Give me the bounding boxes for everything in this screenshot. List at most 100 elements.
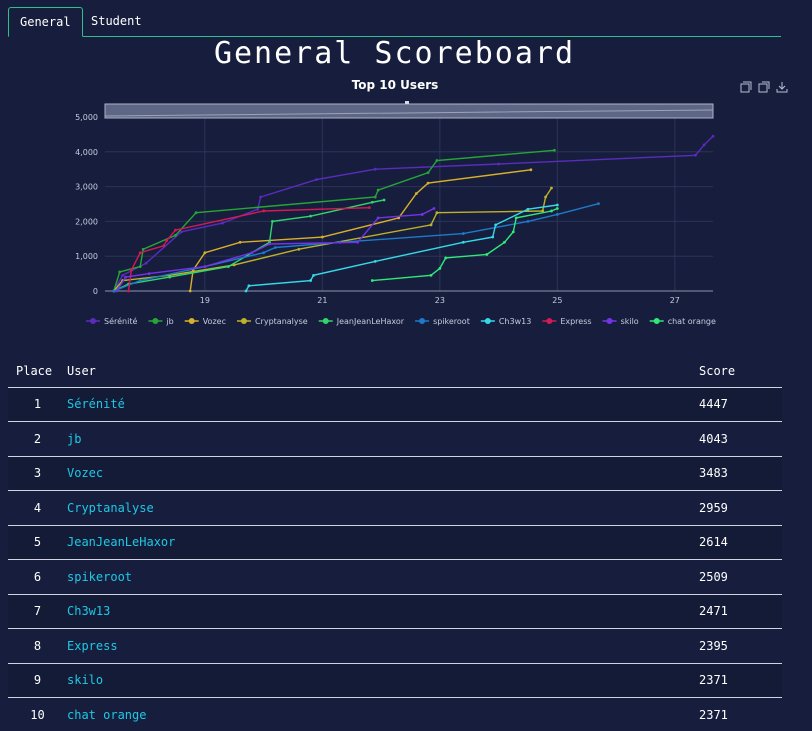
data-point[interactable] <box>693 153 697 157</box>
data-point[interactable] <box>238 240 242 244</box>
data-point[interactable] <box>179 230 183 234</box>
user-link[interactable]: spikeroot <box>67 569 133 584</box>
data-point[interactable] <box>174 233 177 237</box>
data-point[interactable] <box>550 209 553 213</box>
tab-general[interactable]: General <box>8 7 83 37</box>
series-ch3w13[interactable] <box>244 203 559 293</box>
data-point[interactable] <box>552 148 556 152</box>
data-point[interactable] <box>370 279 374 282</box>
legend-item[interactable]: Vozec <box>184 317 226 326</box>
data-point[interactable] <box>376 216 380 220</box>
data-point[interactable] <box>702 143 706 147</box>
legend-item[interactable]: spikeroot <box>415 317 470 326</box>
data-point[interactable] <box>367 206 371 210</box>
legend-item[interactable]: Sérénité <box>86 316 137 326</box>
data-point[interactable] <box>315 178 318 182</box>
data-point[interactable] <box>435 159 439 162</box>
legend-item[interactable]: Express <box>542 317 592 326</box>
data-point[interactable] <box>373 260 377 263</box>
data-point[interactable] <box>555 207 559 210</box>
data-point[interactable] <box>130 268 133 272</box>
data-point[interactable] <box>514 216 518 220</box>
data-point[interactable] <box>268 242 271 246</box>
data-point[interactable] <box>165 239 169 242</box>
data-point[interactable] <box>597 202 600 206</box>
legend-item[interactable]: Ch3w13 <box>480 317 531 326</box>
user-link[interactable]: Cryptanalyse <box>67 500 154 515</box>
data-point[interactable] <box>138 251 142 255</box>
data-point[interactable] <box>262 209 266 213</box>
user-link[interactable]: Express <box>67 638 118 653</box>
user-link[interactable]: chat orange <box>67 707 147 722</box>
data-point[interactable] <box>259 195 263 199</box>
data-point[interactable] <box>711 134 715 138</box>
user-link[interactable]: skilo <box>67 673 104 688</box>
data-point[interactable] <box>124 275 127 279</box>
zoom-in-icon[interactable] <box>740 81 752 93</box>
user-link[interactable]: Vozec <box>67 466 104 481</box>
legend-item[interactable]: chat orange <box>649 317 716 326</box>
series-cryptanalyse[interactable] <box>112 186 553 293</box>
data-point[interactable] <box>429 273 433 277</box>
data-point[interactable] <box>115 289 119 293</box>
data-point[interactable] <box>555 213 559 216</box>
data-point[interactable] <box>226 265 230 269</box>
data-point[interactable] <box>370 200 374 204</box>
legend-item[interactable]: skilo <box>602 317 639 326</box>
data-point[interactable] <box>373 167 377 171</box>
data-point[interactable] <box>555 203 559 207</box>
series-s-r-nit-[interactable] <box>112 134 715 293</box>
download-icon[interactable] <box>776 81 788 93</box>
data-point[interactable] <box>144 261 148 265</box>
data-point[interactable] <box>426 181 430 185</box>
data-point[interactable] <box>297 247 301 251</box>
data-point[interactable] <box>376 188 380 192</box>
data-point[interactable] <box>432 207 436 210</box>
data-point[interactable] <box>141 247 145 251</box>
data-point[interactable] <box>118 270 122 274</box>
data-point[interactable] <box>247 284 251 288</box>
data-point[interactable] <box>397 216 401 220</box>
data-point[interactable] <box>162 244 166 248</box>
data-point[interactable] <box>444 256 448 260</box>
user-link[interactable]: Ch3w13 <box>67 604 111 619</box>
data-point[interactable] <box>112 289 116 293</box>
data-point[interactable] <box>429 223 433 227</box>
range-slider-handle[interactable] <box>405 101 409 104</box>
series-spikeroot[interactable] <box>112 202 600 293</box>
data-point[interactable] <box>435 211 439 215</box>
data-point[interactable] <box>356 240 359 244</box>
data-point[interactable] <box>529 168 533 172</box>
data-point[interactable] <box>373 195 377 199</box>
data-point[interactable] <box>203 265 207 269</box>
data-point[interactable] <box>147 272 151 275</box>
data-point[interactable] <box>256 207 260 211</box>
data-point[interactable] <box>526 220 530 223</box>
data-point[interactable] <box>414 192 418 195</box>
data-point[interactable] <box>138 265 142 269</box>
range-slider[interactable] <box>104 101 714 119</box>
data-point[interactable] <box>503 240 506 244</box>
data-point[interactable] <box>420 213 424 216</box>
data-point[interactable] <box>485 253 489 256</box>
legend-item[interactable]: Cryptanalyse <box>236 317 308 326</box>
legend-item[interactable]: JeanJeanLeHaxor <box>318 317 405 326</box>
data-point[interactable] <box>550 186 553 190</box>
legend-item[interactable]: jb <box>148 317 174 326</box>
user-link[interactable]: jb <box>67 431 82 446</box>
zoom-out-icon[interactable] <box>758 81 770 93</box>
data-point[interactable] <box>168 275 172 279</box>
data-point[interactable] <box>309 214 313 218</box>
data-point[interactable] <box>262 251 266 255</box>
data-point[interactable] <box>188 289 192 293</box>
data-point[interactable] <box>491 235 495 239</box>
data-point[interactable] <box>203 251 207 255</box>
data-point[interactable] <box>250 251 254 255</box>
data-point[interactable] <box>526 207 530 211</box>
data-point[interactable] <box>121 273 125 277</box>
data-point[interactable] <box>127 289 130 293</box>
data-point[interactable] <box>494 223 498 227</box>
data-point[interactable] <box>541 209 545 213</box>
data-point[interactable] <box>194 211 198 215</box>
user-link[interactable]: JeanJeanLeHaxor <box>67 535 176 550</box>
